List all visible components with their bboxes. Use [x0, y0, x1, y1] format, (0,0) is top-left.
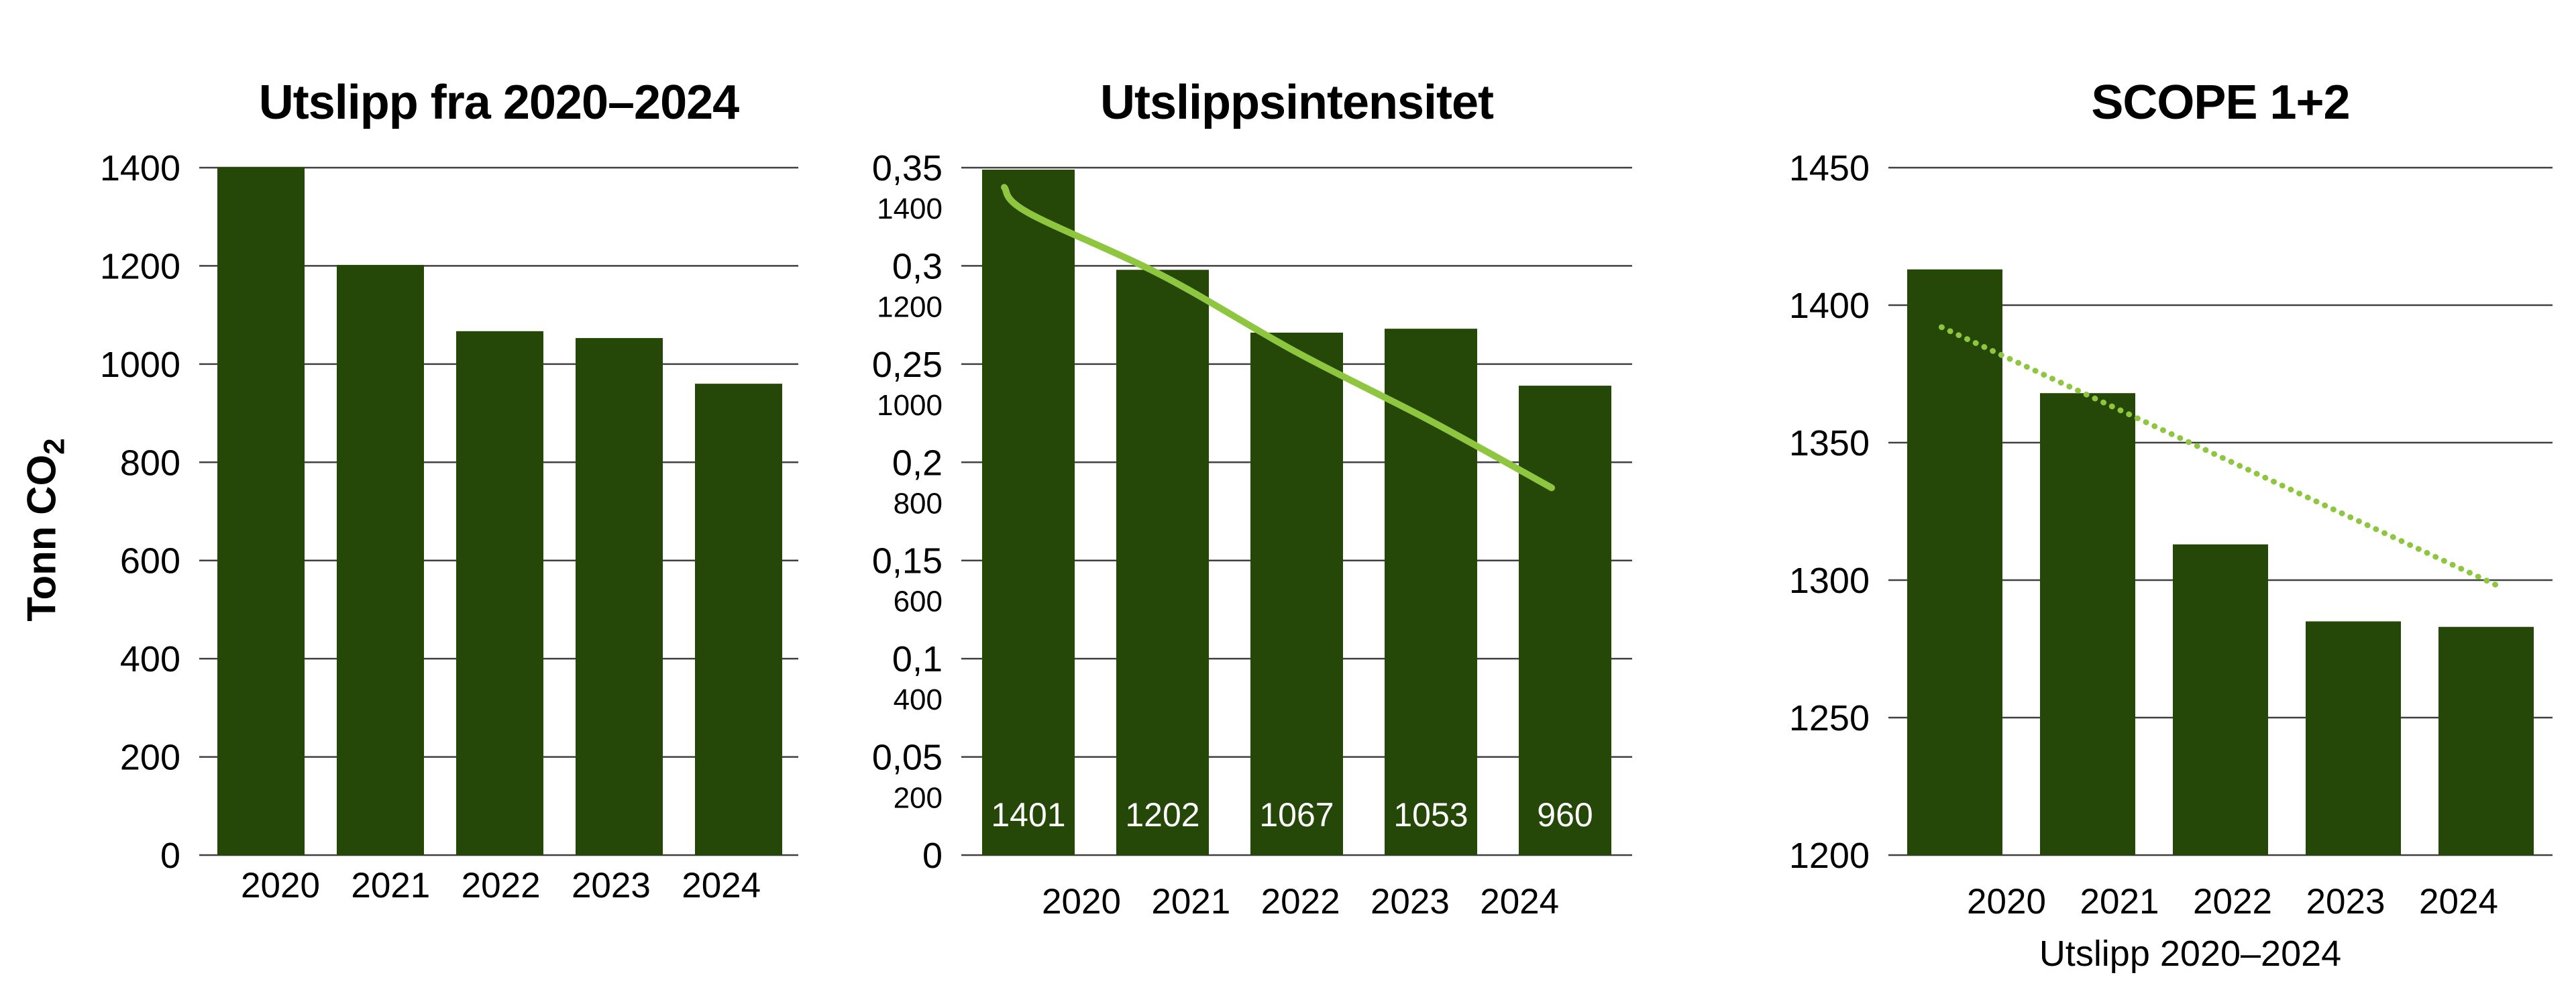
y-tick-label: 1400 [1789, 286, 1870, 326]
y-tick-label: 0,35 [872, 148, 943, 188]
y2-tick-label: 600 [894, 585, 943, 618]
bar-value-label: 1202 [1125, 796, 1199, 834]
y2-tick-label: 1000 [877, 389, 943, 422]
y-tick-label: 400 [120, 639, 180, 679]
x-tick-label: 2020 [241, 866, 320, 905]
bar-value-label: 1401 [991, 796, 1065, 834]
y2-tick-label: 800 [894, 487, 943, 520]
y-tick-label: 0,2 [892, 443, 943, 483]
bar-value-label: 1053 [1393, 796, 1468, 834]
x-tick-label: 2020 [1967, 882, 2046, 921]
y-tick-label: 800 [120, 443, 180, 483]
y-tick-label: 1000 [100, 345, 180, 385]
y-tick-label: 1300 [1789, 561, 1870, 601]
y-axis-title-tonn-co2: Tonn CO2 [19, 438, 71, 622]
bar [2040, 393, 2135, 855]
chart-title-scope: SCOPE 1+2 [2091, 75, 2350, 129]
y-tick-label: 1450 [1789, 148, 1870, 188]
bar [1385, 329, 1477, 856]
y-tick-label: 0,3 [892, 246, 943, 286]
y2-tick-label: 1400 [877, 192, 943, 225]
bar [217, 167, 305, 856]
bar [1519, 386, 1611, 855]
y-tick-label: 200 [120, 738, 180, 778]
y-tick-label: 1200 [1789, 836, 1870, 876]
x-tick-label: 2024 [682, 866, 761, 905]
y-tick-label: 1250 [1789, 698, 1870, 738]
x-tick-label: 2022 [1261, 882, 1340, 921]
bar-value-label: 960 [1537, 796, 1593, 834]
y-tick-label: 0,15 [872, 541, 943, 581]
bar [982, 169, 1075, 855]
y-axis-title-text: Tonn CO [19, 454, 64, 622]
x-tick-label: 2022 [462, 866, 541, 905]
trend-curve [1001, 184, 1555, 492]
x-tick-label: 2021 [1151, 882, 1230, 921]
x-tick-label: 2022 [2193, 882, 2272, 921]
x-tick-label: 2020 [1042, 882, 1121, 921]
bar [1907, 269, 2002, 855]
bar [456, 331, 543, 855]
x-tick-label: 2023 [572, 866, 651, 905]
bar-value-label: 1067 [1259, 796, 1334, 834]
x-tick-label: 2021 [351, 866, 430, 905]
bar [1250, 333, 1343, 855]
x-tick-label: 2023 [2306, 882, 2385, 921]
y-tick-label: 600 [120, 541, 180, 581]
chart-emissions: 1400 1200 1000 800 600 400 200 0 2020 2021 2022 202… [0, 0, 859, 1006]
y2-tick-label: 400 [894, 683, 943, 716]
y-tick-label: 1350 [1789, 423, 1870, 463]
bar [2173, 544, 2268, 855]
y-tick-label: 0,1 [892, 639, 943, 679]
chart-scope: 1450 1400 1350 1300 1250 1200 2020 2021 2022 2023… [1717, 0, 2576, 1006]
chart-intensity-canvas: 0,35 0,3 0,25 0,2 0,15 0,1 0,05 0 1400 1200 1000 80… [872, 148, 1632, 921]
bar [695, 384, 782, 855]
bar [2306, 621, 2401, 855]
chart-scope-canvas: 1450 1400 1350 1300 1250 1200 2020 2021 2022 2023… [1789, 148, 2553, 921]
y-axis-title-subscript: 2 [38, 438, 71, 455]
y-tick-label: 1400 [100, 148, 180, 188]
bar [576, 338, 663, 855]
y2-tick-label: 200 [894, 782, 943, 815]
chart-title-intensity: Utslippsintensitet [1099, 75, 1494, 129]
y-tick-label: 0 [922, 836, 943, 876]
bar [2438, 626, 2534, 855]
x-tick-label: 2021 [2080, 882, 2159, 921]
chart-intensity: 0,35 0,3 0,25 0,2 0,15 0,1 0,05 0 1400 1200 1000 80… [859, 0, 1717, 1006]
x-tick-label: 2024 [1480, 882, 1559, 921]
bar [337, 264, 424, 855]
y-tick-label: 0,05 [872, 738, 943, 778]
chart-emissions-canvas: 1400 1200 1000 800 600 400 200 0 2020 2021 2022 202… [100, 148, 798, 905]
x-tick-label: 2024 [2419, 882, 2498, 921]
trend-dotted-line [1938, 324, 2506, 592]
y-tick-label: 0 [160, 836, 180, 876]
x-axis-title-utslipp: Utslipp 2020–2024 [2039, 934, 2342, 974]
y2-tick-label: 1200 [877, 290, 943, 323]
bar [1116, 270, 1209, 855]
y-tick-label: 0,25 [872, 345, 943, 385]
chart-title-emissions: Utslipp fra 2020–2024 [258, 75, 739, 129]
x-tick-label: 2023 [1371, 882, 1450, 921]
y-tick-label: 1200 [100, 246, 180, 286]
